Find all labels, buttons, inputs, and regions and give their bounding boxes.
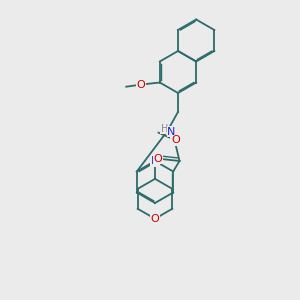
Text: O: O — [171, 135, 180, 145]
Text: O: O — [153, 154, 162, 164]
Text: N: N — [167, 127, 176, 137]
Text: N: N — [151, 156, 159, 166]
Text: O: O — [151, 214, 159, 224]
Text: H: H — [161, 124, 168, 134]
Text: O: O — [136, 80, 145, 90]
